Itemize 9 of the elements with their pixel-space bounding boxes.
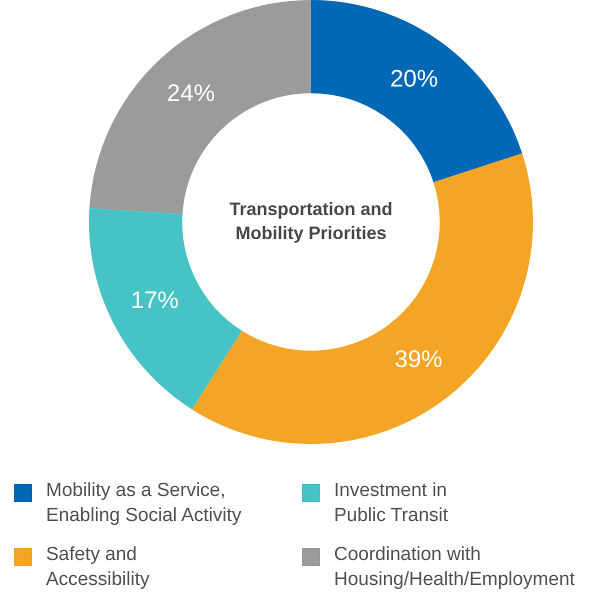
data-label: 39% [394,346,443,374]
legend-label: Mobility as a Service, Enabling Social Activity [46,479,242,528]
text: Transportation and Mobility Priorities [229,198,393,243]
legend-label: Investment in Public Transit [334,479,450,528]
data-label: 20% [390,66,438,93]
data-label: 24% [166,80,215,107]
data-label: 17% [130,287,179,314]
legend-label: Safety and Accessibility [46,543,150,592]
legend-label: Coordination with Housing/Health/Employment [334,543,576,592]
